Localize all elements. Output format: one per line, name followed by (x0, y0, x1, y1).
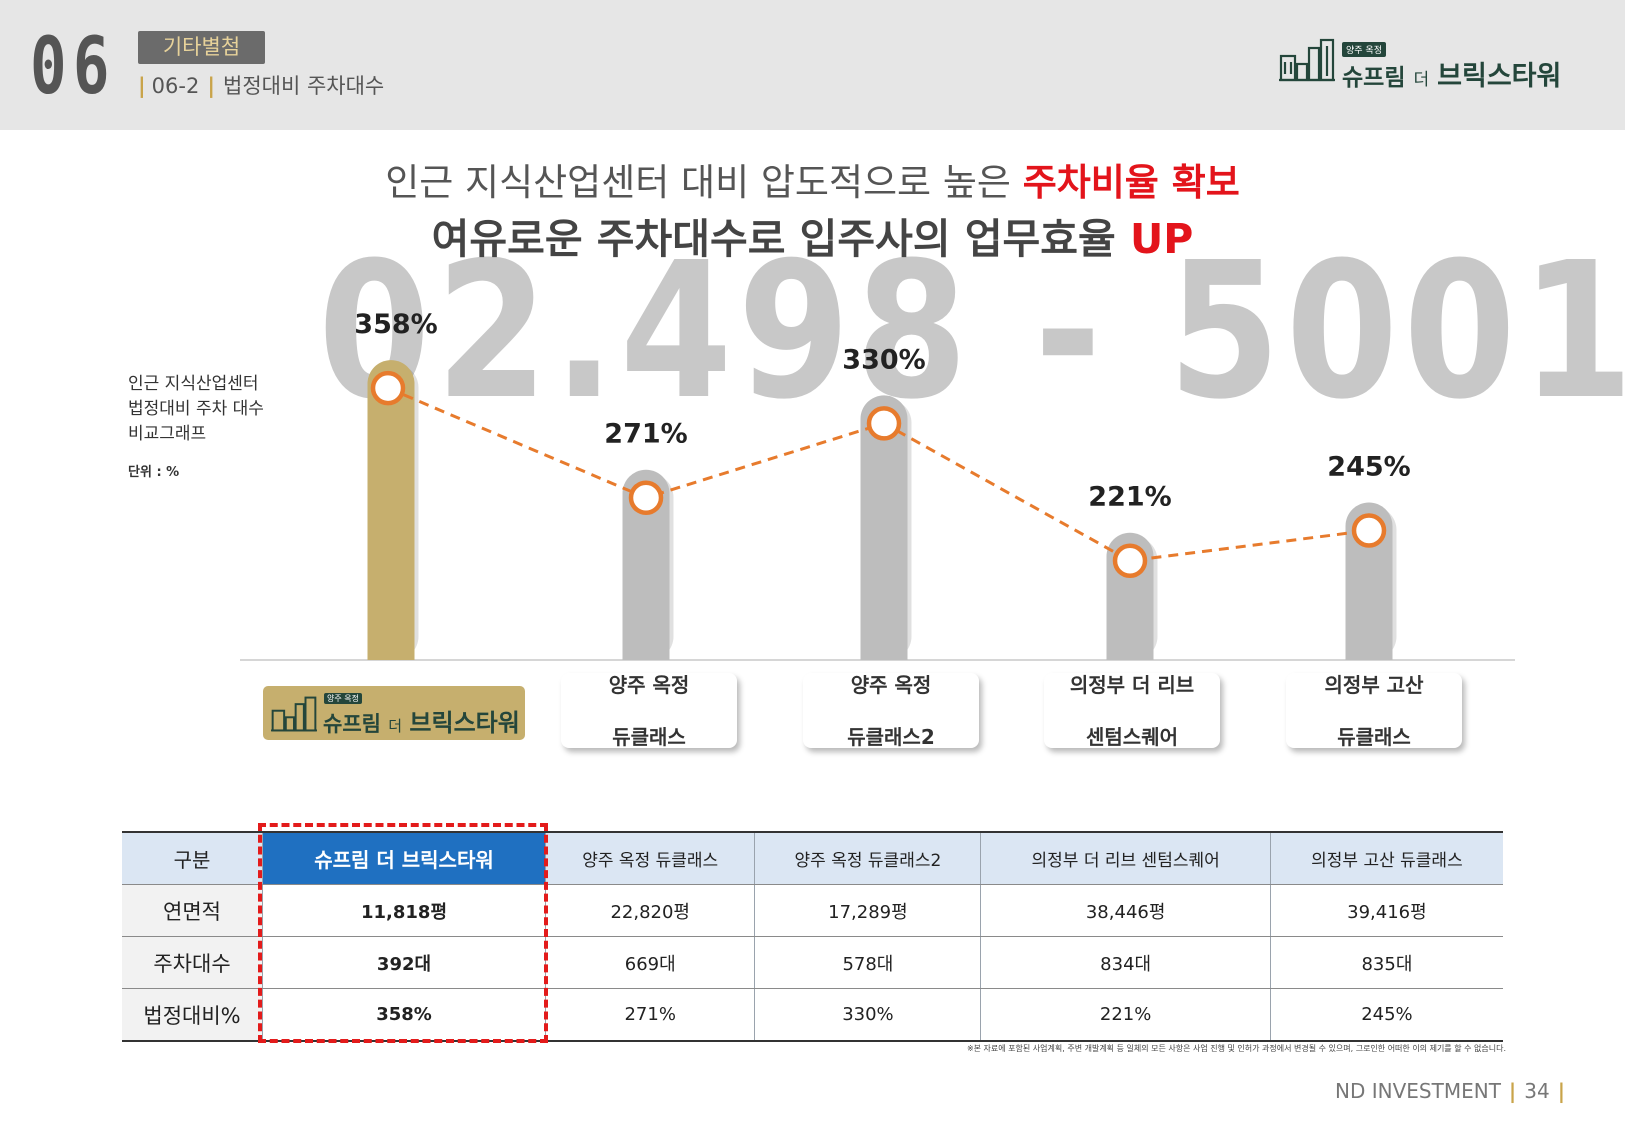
table-header: 의정부 더 리브 센텀스퀘어 (980, 831, 1271, 885)
row-header: 연면적 (122, 884, 263, 937)
data-label: 221% (1088, 482, 1171, 513)
category-label-2: 양주 옥정 듀클래스 (561, 673, 737, 749)
footer: ND INVESTMENT | 34 | (1335, 1079, 1573, 1103)
unit-label: 단위 : % (128, 465, 180, 480)
disclaimer: ※본 자료에 포함된 사업계획, 주변 개발계획 등 일체의 모든 사항은 사업… (966, 1044, 1506, 1053)
data-marker (866, 406, 902, 441)
logo-name: 슈프림 더 브릭스타워 (1342, 61, 1562, 92)
headline-line-2: 여유로운 주차대수로 입주사의 업무효율 UP (431, 215, 1194, 263)
highlight-dashed-frame (258, 823, 548, 1043)
table-cell: 835대 (1269, 936, 1503, 989)
table-cell: 221% (980, 988, 1271, 1042)
category-label-brick-tower: 양주 옥정 슈프림 더 브릭스타워 (263, 686, 525, 740)
table-cell: 245% (1269, 988, 1503, 1042)
phone-watermark: 02.498 - 5001 (318, 222, 1625, 441)
data-marker (1351, 513, 1387, 548)
category-label-3: 양주 옥정 듀클래스2 (803, 673, 979, 749)
row-header: 주차대수 (122, 936, 263, 989)
table-cell: 22,820평 (544, 884, 755, 937)
graph-description: 인근 지식산업센터 법정대비 주차 대수 비교그래프 (128, 374, 264, 444)
header-band: 06 기타별첨 | 06-2 | 법정대비 주차대수 양주 옥정 슈프림 더 브릭스타… (0, 0, 1625, 130)
data-marker (370, 370, 406, 406)
table-row: 법정대비% 358% 271% 330% 221% 245% (122, 988, 1503, 1042)
bar (860, 395, 908, 660)
table-cell: 39,416평 (1269, 884, 1503, 937)
bar (622, 469, 670, 660)
table-header: 구분 (122, 831, 263, 885)
section-title: 법정대비 주차대수 (223, 74, 385, 98)
table-header: 양주 옥정 듀클래스2 (754, 831, 981, 885)
table-cell: 38,446평 (980, 884, 1271, 937)
logo-tag: 양주 옥정 (324, 693, 362, 704)
divider-bar: | (138, 74, 146, 98)
data-label: 271% (604, 419, 687, 450)
table-row: 주차대수 392대 669대 578대 834대 835대 (122, 936, 1503, 989)
table-header: 양주 옥정 듀클래스 (544, 831, 755, 885)
table-header: 의정부 고산 듀클래스 (1269, 831, 1503, 885)
section-number: 06 (30, 22, 116, 112)
comparison-table: 구분 슈프림 더 브릭스타워 양주 옥정 듀클래스 양주 옥정 듀클래스2 의정… (122, 831, 1503, 1042)
section-badge: 기타별첨 (138, 31, 265, 64)
category-label-5: 의정부 고산 듀클래스 (1286, 673, 1462, 749)
table-header-row: 구분 슈프림 더 브릭스타워 양주 옥정 듀클래스 양주 옥정 듀클래스2 의정… (122, 831, 1503, 885)
section-code: 06-2 (151, 74, 200, 98)
category-label-4: 의정부 더 리브 센텀스퀘어 (1044, 673, 1220, 749)
table-cell: 834대 (980, 936, 1271, 989)
headline-highlight: 주차비율 확보 (1022, 161, 1240, 204)
data-label: 330% (842, 344, 925, 375)
data-marker (628, 480, 664, 515)
data-label: 358% (354, 309, 437, 340)
logo-tag: 양주 옥정 (1342, 42, 1386, 57)
table-cell: 330% (754, 988, 981, 1042)
building-icon (271, 696, 317, 732)
section-subtitle: | 06-2 | 법정대비 주차대수 (138, 70, 384, 100)
divider-bar: | (1508, 1079, 1517, 1103)
data-marker (1112, 543, 1148, 578)
table-cell: 11,818평 (262, 884, 546, 937)
bar (367, 360, 415, 660)
table-header-highlight: 슈프림 더 브릭스타워 (262, 831, 546, 885)
logo-name: 슈프림 더 브릭스타워 (323, 709, 520, 737)
table-cell: 578대 (754, 936, 981, 989)
table-cell: 271% (544, 988, 755, 1042)
table-cell: 669대 (544, 936, 755, 989)
headline-highlight-up: UP (1130, 215, 1194, 263)
company-name: ND INVESTMENT (1335, 1079, 1501, 1103)
building-icon (1279, 38, 1335, 82)
table-row: 연면적 11,818평 22,820평 17,289평 38,446평 39,4… (122, 884, 1503, 937)
row-header: 법정대비% (122, 988, 263, 1042)
divider-bar: | (1557, 1079, 1565, 1103)
table-cell: 392대 (262, 936, 546, 989)
divider-bar: | (207, 74, 216, 98)
table-cell: 17,289평 (754, 884, 981, 937)
data-label: 245% (1327, 452, 1410, 483)
brand-logo: 양주 옥정 슈프림 더 브릭스타워 (1279, 38, 1579, 92)
page-number: 34 (1524, 1079, 1550, 1103)
parking-ratio-chart: 358% 271% 330% 221% 245% (240, 309, 1515, 661)
headline-line-1: 인근 지식산업센터 대비 압도적으로 높은 주차비율 확보 (385, 161, 1240, 204)
